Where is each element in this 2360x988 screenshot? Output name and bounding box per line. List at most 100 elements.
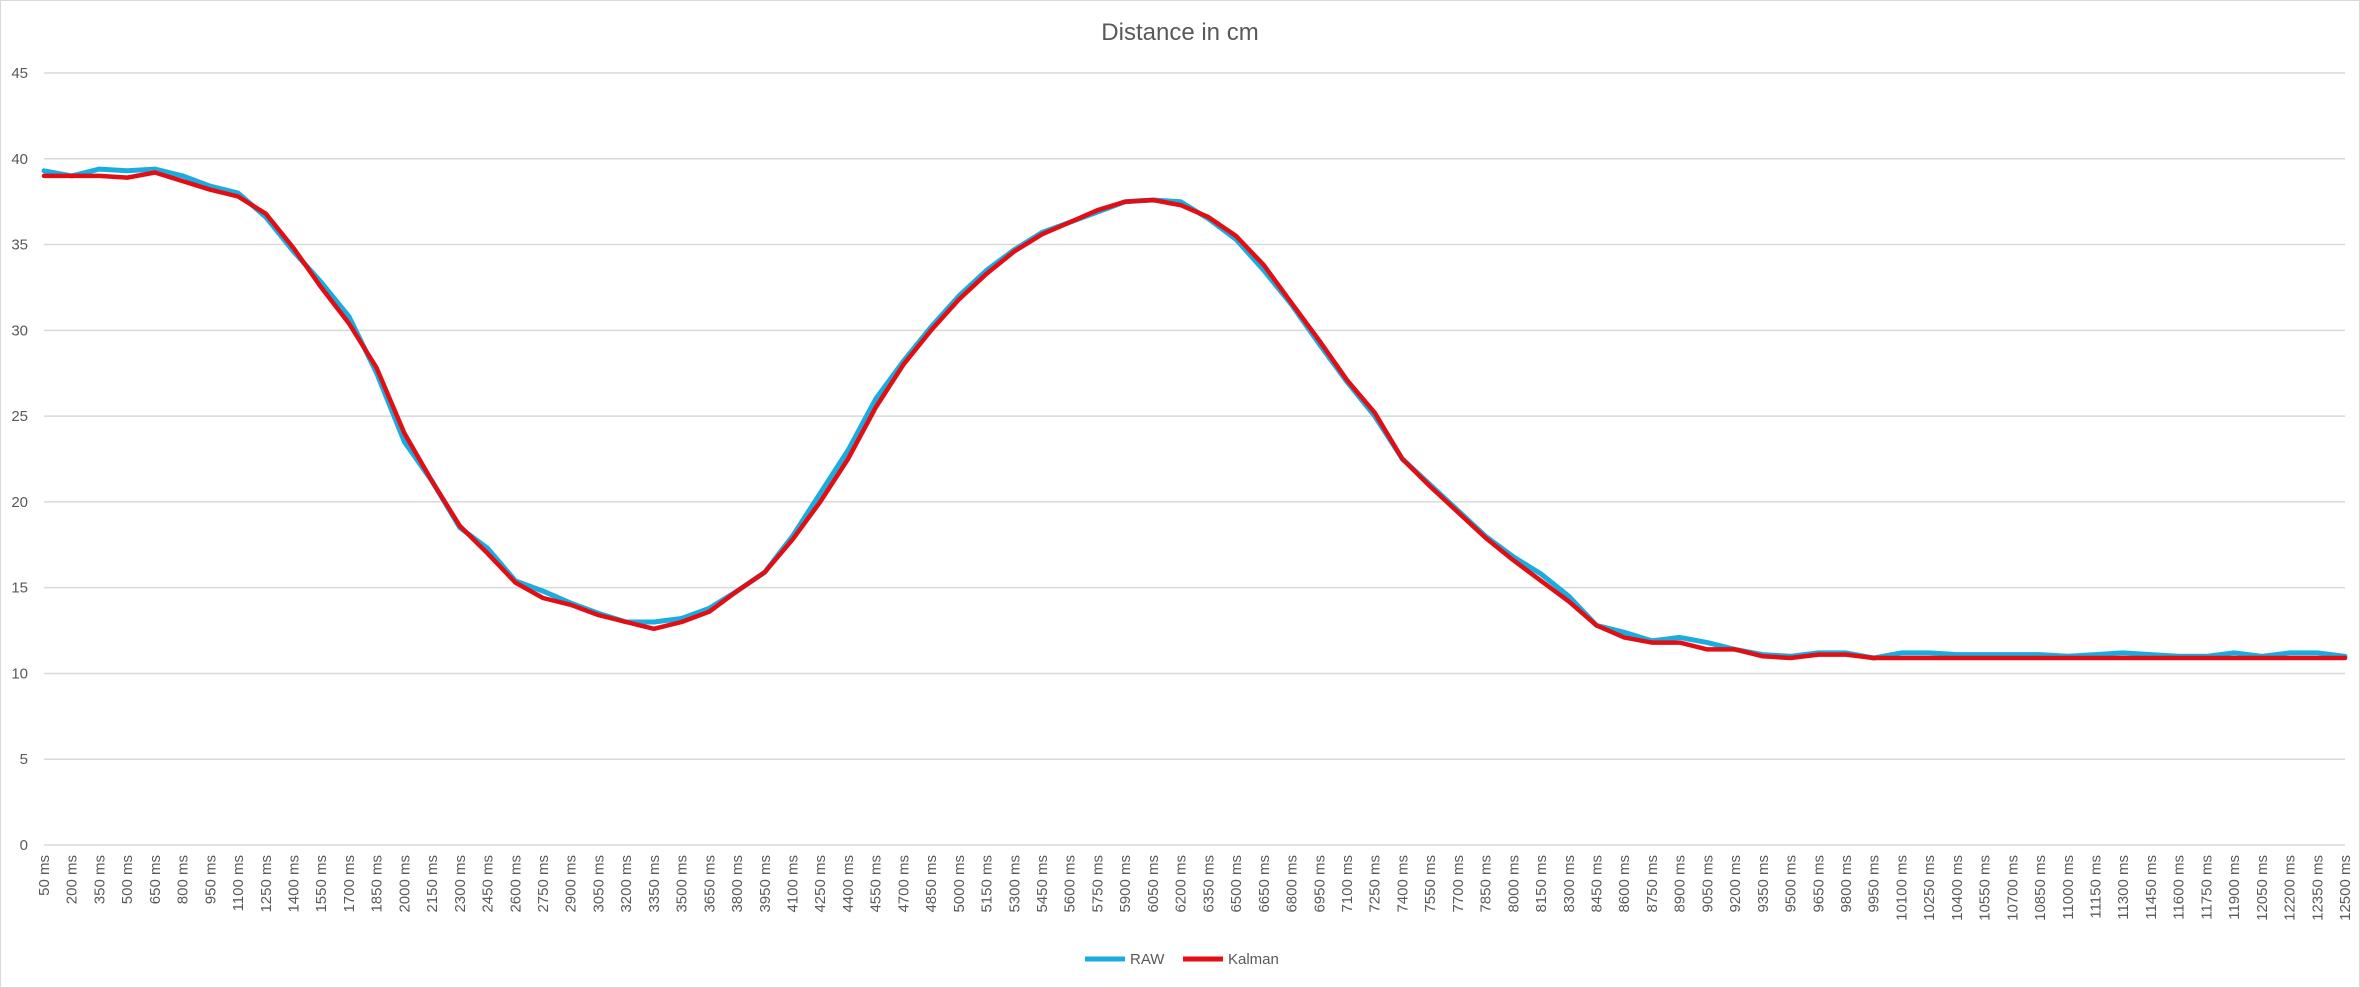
x-tick-label: 3200 ms [618,855,635,913]
x-tick-label: 1700 ms [341,855,358,913]
x-tick-label: 50 ms [36,855,53,896]
x-tick-label: 6350 ms [1200,855,1217,913]
x-tick-label: 2000 ms [396,855,413,913]
series-line-kalman [41,170,2348,661]
x-tick-label: 4400 ms [840,855,857,913]
x-tick-label: 2450 ms [480,855,497,913]
x-tick-label: 10550 ms [1977,855,1994,921]
x-tick-label: 9350 ms [1755,855,1772,913]
x-tick-label: 2900 ms [563,855,580,913]
x-tick-label: 6650 ms [1256,855,1273,913]
legend-item-raw[interactable]: RAW [1085,951,1165,968]
x-tick-label: 5450 ms [1034,855,1051,913]
x-tick-label: 10850 ms [2032,855,2049,921]
x-tick-label: 9650 ms [1810,855,1827,913]
x-tick-label: 4550 ms [868,855,885,913]
x-tick-label: 650 ms [147,855,164,904]
x-tick-label: 8900 ms [1672,855,1689,913]
x-tick-label: 9050 ms [1699,855,1716,913]
x-tick-label: 11300 ms [2115,855,2132,920]
gridlines [44,72,2345,846]
x-tick-label: 1250 ms [258,855,275,913]
x-axis-tick-labels: 50 ms 200 ms 350 ms 500 ms 650 ms 800 ms 950 m… [36,855,2354,921]
chart-title: Distance in cm [1101,19,1258,46]
x-tick-label: 3950 ms [757,855,774,913]
x-tick-label: 10400 ms [1949,855,1966,921]
x-tick-label: 6950 ms [1311,855,1328,913]
x-tick-label: 800 ms [175,855,192,904]
x-tick-label: 8750 ms [1644,855,1661,913]
x-tick-label: 10250 ms [1921,855,1938,921]
x-tick-label: 5300 ms [1006,855,1023,913]
x-tick-label: 8300 ms [1561,855,1578,913]
x-tick-label: 11900 ms [2226,855,2243,920]
x-tick-label: 5750 ms [1089,855,1106,913]
series-lines [41,166,2348,661]
x-tick-label: 12500 ms [2337,855,2354,921]
x-tick-label: 2150 ms [424,855,441,913]
x-tick-label: 4100 ms [785,855,802,913]
legend-raw-label: RAW [1130,951,1165,968]
x-tick-label: 11750 ms [2198,855,2215,920]
x-tick-label: 5150 ms [979,855,996,913]
x-tick-label: 9200 ms [1727,855,1744,913]
x-tick-label: 6500 ms [1228,855,1245,913]
x-tick-label: 4700 ms [895,855,912,913]
legend: RAW Kalman [1085,951,1279,968]
x-tick-label: 7400 ms [1394,855,1411,913]
x-tick-label: 5600 ms [1062,855,1079,913]
x-tick-label: 12350 ms [2309,855,2326,921]
x-tick-label: 8600 ms [1616,855,1633,913]
x-tick-label: 7100 ms [1339,855,1356,913]
x-tick-label: 1400 ms [286,855,303,913]
x-tick-label: 3350 ms [646,855,663,913]
x-tick-label: 350 ms [91,855,108,904]
y-tick-label: 10 [11,665,28,682]
x-tick-label: 500 ms [119,855,136,904]
x-tick-label: 11600 ms [2171,855,2188,920]
legend-kalman-label: Kalman [1228,951,1279,968]
y-tick-label: 40 [11,151,28,168]
x-tick-label: 3500 ms [674,855,691,913]
x-tick-label: 1100 ms [230,855,247,911]
x-tick-label: 8450 ms [1588,855,1605,913]
x-tick-label: 11000 ms [2060,855,2077,920]
x-tick-label: 7250 ms [1367,855,1384,913]
x-tick-label: 1850 ms [369,855,386,913]
x-tick-label: 11150 ms [2087,855,2104,919]
x-tick-label: 1550 ms [313,855,330,913]
x-tick-label: 8000 ms [1505,855,1522,913]
y-tick-label: 0 [20,837,28,854]
x-tick-label: 6050 ms [1145,855,1162,913]
x-tick-label: 2300 ms [452,855,469,913]
x-tick-label: 6800 ms [1284,855,1301,913]
y-tick-label: 20 [11,494,28,511]
x-tick-label: 4250 ms [812,855,829,913]
legend-item-kalman[interactable]: Kalman [1183,951,1279,968]
y-tick-label: 25 [11,408,28,425]
x-tick-label: 12200 ms [2282,855,2299,921]
x-tick-label: 5900 ms [1117,855,1134,913]
x-tick-label: 10700 ms [2004,855,2021,921]
x-tick-label: 200 ms [64,855,81,904]
x-tick-label: 7850 ms [1478,855,1495,913]
x-tick-label: 9500 ms [1783,855,1800,913]
x-tick-label: 7700 ms [1450,855,1467,913]
x-tick-label: 12050 ms [2254,855,2271,921]
x-tick-label: 9800 ms [1838,855,1855,913]
x-tick-label: 4850 ms [923,855,940,913]
y-tick-label: 35 [11,237,28,254]
x-tick-label: 10100 ms [1893,855,1910,921]
x-tick-label: 11450 ms [2143,855,2160,920]
y-tick-label: 5 [20,751,28,768]
x-tick-label: 6200 ms [1173,855,1190,913]
x-tick-label: 2600 ms [507,855,524,913]
x-tick-label: 8150 ms [1533,855,1550,913]
x-tick-label: 950 ms [202,855,219,904]
y-tick-label: 30 [11,322,28,339]
y-tick-label: 45 [11,65,28,82]
y-axis-tick-labels: 0 5 10 15 20 25 30 35 40 45 [11,65,28,854]
